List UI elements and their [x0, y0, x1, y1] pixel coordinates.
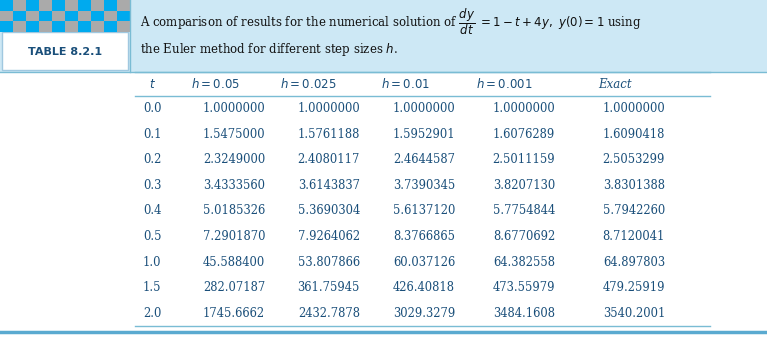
- Bar: [91, 11, 104, 21]
- Text: $h = 0.01$: $h = 0.01$: [380, 77, 430, 91]
- Bar: [39, 11, 52, 21]
- Text: 7.2901870: 7.2901870: [202, 230, 265, 243]
- Bar: [117, 0, 130, 11]
- Text: TABLE 8.2.1: TABLE 8.2.1: [28, 47, 102, 57]
- Text: A comparison of results for the numerical solution of $\dfrac{dy}{dt}$ $= 1 - t : A comparison of results for the numerica…: [140, 7, 641, 37]
- Text: 1.0: 1.0: [143, 256, 161, 268]
- Bar: [26, 21, 39, 32]
- Text: 5.3690304: 5.3690304: [298, 204, 360, 218]
- Text: 0.3: 0.3: [143, 179, 161, 192]
- Text: 426.40818: 426.40818: [393, 281, 455, 294]
- Text: $h = 0.025$: $h = 0.025$: [280, 77, 336, 91]
- Text: 3029.3279: 3029.3279: [393, 307, 455, 320]
- Text: 8.7120041: 8.7120041: [603, 230, 665, 243]
- Text: 2.4644587: 2.4644587: [393, 153, 455, 166]
- Text: 5.0185326: 5.0185326: [202, 204, 265, 218]
- Bar: [13, 11, 26, 21]
- Text: 3.6143837: 3.6143837: [298, 179, 360, 192]
- Bar: [52, 11, 65, 21]
- Bar: [78, 0, 91, 11]
- Text: 0.0: 0.0: [143, 102, 161, 115]
- Bar: [104, 21, 117, 32]
- Bar: [39, 21, 52, 32]
- Text: 60.037126: 60.037126: [393, 256, 455, 268]
- Bar: [52, 21, 65, 32]
- Text: 1.5: 1.5: [143, 281, 161, 294]
- Bar: [117, 21, 130, 32]
- Text: 3.8301388: 3.8301388: [603, 179, 665, 192]
- Text: 0.1: 0.1: [143, 128, 161, 141]
- Text: 5.7754844: 5.7754844: [492, 204, 555, 218]
- Text: 1.5475000: 1.5475000: [202, 128, 265, 141]
- Text: 1.0000000: 1.0000000: [492, 102, 555, 115]
- Bar: [52, 0, 65, 11]
- Text: 1.0000000: 1.0000000: [298, 102, 360, 115]
- Text: 45.588400: 45.588400: [202, 256, 265, 268]
- Text: 2.5011159: 2.5011159: [492, 153, 555, 166]
- Bar: [78, 11, 91, 21]
- Text: 53.807866: 53.807866: [298, 256, 360, 268]
- Text: 0.4: 0.4: [143, 204, 161, 218]
- Bar: [104, 0, 117, 11]
- Bar: [0, 21, 13, 32]
- Text: 1.5761188: 1.5761188: [298, 128, 360, 141]
- Text: 8.3766865: 8.3766865: [393, 230, 455, 243]
- Bar: [65, 21, 78, 32]
- Text: 2.3249000: 2.3249000: [202, 153, 265, 166]
- Text: 0.5: 0.5: [143, 230, 161, 243]
- Bar: [2, 32, 128, 70]
- Bar: [13, 0, 26, 11]
- Text: 64.897803: 64.897803: [603, 256, 665, 268]
- Bar: [0, 0, 130, 72]
- Text: 0.2: 0.2: [143, 153, 161, 166]
- Text: 2.4080117: 2.4080117: [298, 153, 360, 166]
- Bar: [0, 0, 767, 72]
- Bar: [65, 11, 78, 21]
- Bar: [0, 11, 13, 21]
- Text: 2.0: 2.0: [143, 307, 161, 320]
- Bar: [26, 11, 39, 21]
- Text: 5.7942260: 5.7942260: [603, 204, 665, 218]
- Text: 5.6137120: 5.6137120: [393, 204, 455, 218]
- Bar: [26, 0, 39, 11]
- Bar: [117, 11, 130, 21]
- Text: $t$: $t$: [149, 78, 156, 91]
- Text: 7.9264062: 7.9264062: [298, 230, 360, 243]
- Text: 1745.6662: 1745.6662: [203, 307, 265, 320]
- Text: 2432.7878: 2432.7878: [298, 307, 360, 320]
- Text: 1.0000000: 1.0000000: [392, 102, 455, 115]
- Text: 1.0000000: 1.0000000: [202, 102, 265, 115]
- Bar: [39, 0, 52, 11]
- Text: 282.07187: 282.07187: [202, 281, 265, 294]
- Text: 361.75945: 361.75945: [298, 281, 360, 294]
- Text: 1.6090418: 1.6090418: [603, 128, 665, 141]
- Text: 479.25919: 479.25919: [603, 281, 665, 294]
- Text: 3.4333560: 3.4333560: [203, 179, 265, 192]
- Bar: [78, 21, 91, 32]
- Text: 3.7390345: 3.7390345: [393, 179, 455, 192]
- Text: 3540.2001: 3540.2001: [603, 307, 665, 320]
- Text: 473.55979: 473.55979: [492, 281, 555, 294]
- Text: $h = 0.05$: $h = 0.05$: [190, 77, 239, 91]
- Text: 8.6770692: 8.6770692: [492, 230, 555, 243]
- Bar: [65, 0, 78, 11]
- Bar: [91, 0, 104, 11]
- Text: 1.6076289: 1.6076289: [492, 128, 555, 141]
- Bar: [104, 11, 117, 21]
- Text: the Euler method for different step sizes $h$.: the Euler method for different step size…: [140, 42, 398, 58]
- Bar: [91, 21, 104, 32]
- Text: 2.5053299: 2.5053299: [603, 153, 665, 166]
- Bar: [13, 21, 26, 32]
- Bar: [0, 0, 13, 11]
- Text: 1.5952901: 1.5952901: [393, 128, 455, 141]
- Text: 3.8207130: 3.8207130: [492, 179, 555, 192]
- Text: $h = 0.001$: $h = 0.001$: [476, 77, 532, 91]
- Text: Exact: Exact: [598, 78, 632, 91]
- Text: 1.0000000: 1.0000000: [602, 102, 665, 115]
- Text: 3484.1608: 3484.1608: [493, 307, 555, 320]
- Text: 64.382558: 64.382558: [493, 256, 555, 268]
